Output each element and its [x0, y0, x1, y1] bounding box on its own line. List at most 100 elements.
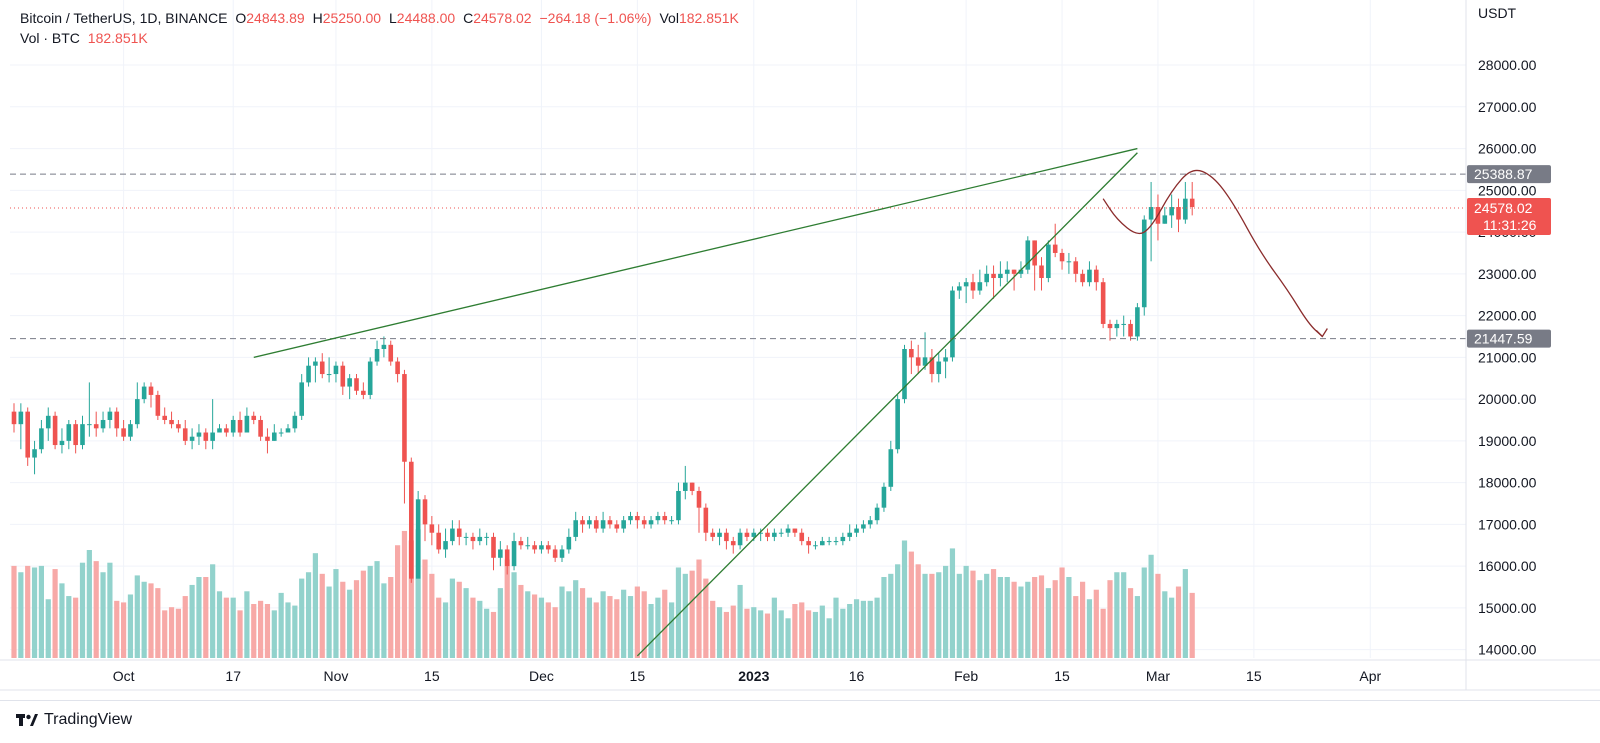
candle-body [1114, 323, 1120, 329]
candle-body [39, 428, 44, 450]
y-tick-label: 21000.00 [1478, 349, 1537, 365]
volume-bar [189, 584, 195, 658]
volume-bar [18, 572, 24, 658]
candle-body [121, 428, 126, 437]
volume-bar [456, 581, 462, 658]
volume-bar [730, 605, 736, 658]
volume-bar [93, 561, 99, 658]
x-tick-label: Apr [1359, 668, 1381, 684]
close-value: 24578.02 [473, 10, 532, 26]
low-value: 24488.00 [396, 10, 456, 26]
candle-body [662, 516, 668, 521]
volume-bar [607, 596, 613, 658]
volume-bar [415, 529, 421, 658]
candle-body [922, 357, 928, 366]
candle-body [518, 541, 524, 546]
candle-body [196, 432, 202, 437]
candle-body [203, 432, 209, 441]
candle-body [854, 528, 859, 533]
candle-body [491, 536, 496, 558]
candle-body [806, 541, 811, 546]
volume-bar [984, 573, 990, 658]
y-tick-label: 19000.00 [1478, 433, 1537, 449]
candle-body [1011, 269, 1017, 274]
candle-body [559, 549, 565, 558]
grid [10, 0, 1466, 658]
candle-body [676, 490, 681, 521]
volume-bar [552, 607, 558, 658]
volume-bar [758, 610, 764, 658]
candle-body [381, 344, 387, 349]
volume-bar [484, 608, 490, 658]
candle-body [1046, 244, 1051, 279]
volume-bar [196, 577, 202, 658]
candle-body [1189, 198, 1195, 208]
open-value: 24843.89 [246, 10, 305, 26]
candle-body [456, 528, 462, 537]
price-chart[interactable]: 14000.00 15000.00 16000.00 17000.00 18000.00… [0, 0, 1600, 700]
candle-body [641, 520, 647, 525]
volume-bar [79, 562, 86, 658]
candle-body [1087, 269, 1092, 283]
candle-body [984, 273, 989, 283]
volume-bar [723, 611, 729, 658]
volume-bar [1073, 596, 1079, 658]
candle-body [285, 428, 291, 433]
volume-bar [388, 577, 394, 658]
volume-bar [340, 581, 346, 658]
candle-body [1094, 269, 1099, 283]
volume-bar [867, 600, 873, 658]
x-tick-label: Dec [529, 668, 554, 684]
y-tick-label: 22000.00 [1478, 308, 1537, 324]
candle-body [539, 545, 544, 550]
candle-body [347, 378, 352, 387]
volume-bar [881, 577, 887, 658]
volume-bar [621, 589, 627, 658]
volume-bar [223, 597, 229, 658]
vol-value: 182.851K [678, 10, 739, 26]
candle-body [525, 545, 531, 547]
candle-body [11, 411, 17, 425]
volume-bar [1134, 596, 1140, 658]
candle-body [52, 415, 58, 446]
volume-bar [915, 564, 921, 658]
volume-bar [271, 610, 277, 658]
y-tick-label: 26000.00 [1478, 141, 1537, 157]
tradingview-logo-icon [16, 712, 38, 728]
candle-body [470, 536, 476, 542]
candle-body [354, 378, 359, 391]
last-price-tag [1467, 197, 1551, 235]
candle-body [1176, 207, 1181, 220]
volume-bar [374, 561, 380, 658]
candle-body [614, 524, 620, 529]
candle-body [80, 424, 85, 446]
volume-bar [764, 613, 771, 658]
candle-body [367, 361, 373, 395]
volume-bar [244, 591, 250, 658]
candle-body [833, 541, 839, 543]
volume-bar [936, 572, 942, 658]
candle-body [210, 432, 215, 441]
volume-bar [264, 604, 271, 658]
candle-body [237, 419, 243, 433]
candle-body [135, 399, 140, 425]
candle-body [936, 361, 942, 375]
candle-body [826, 541, 832, 543]
candle-body [587, 520, 592, 525]
volume-bar [990, 569, 997, 658]
candle-body [607, 520, 613, 525]
volume-bar [1018, 586, 1024, 658]
volume-bar [127, 594, 134, 658]
volume-bar [1066, 577, 1072, 658]
volume-bar [490, 611, 497, 658]
volume-bar [278, 592, 284, 658]
candle-body [402, 374, 407, 462]
volume-bar [634, 586, 640, 658]
candle-body [189, 436, 195, 441]
candle-body [319, 361, 325, 375]
candle-body [100, 419, 106, 429]
candle-body [546, 545, 551, 550]
y-tick-label: 25000.00 [1478, 182, 1537, 198]
candle-body [943, 357, 948, 362]
brand[interactable]: TradingView [16, 711, 132, 729]
